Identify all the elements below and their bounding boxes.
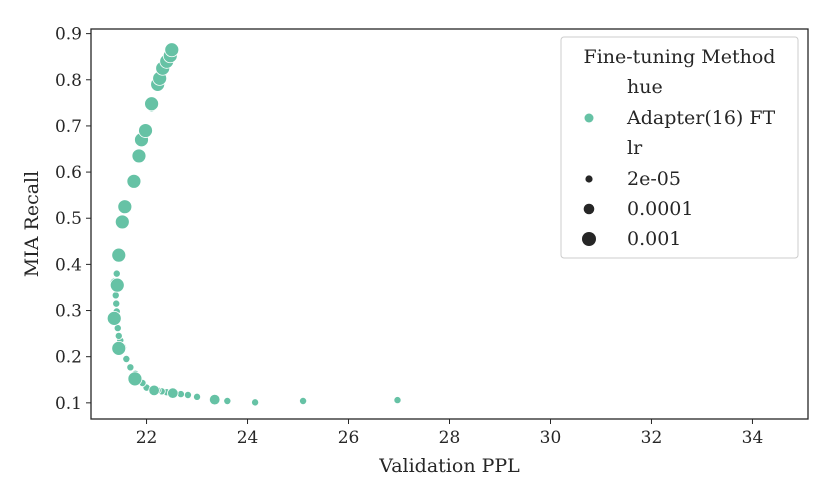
legend-size-label-small: 2e-05 bbox=[627, 168, 681, 190]
data-point bbox=[126, 173, 142, 189]
data-point bbox=[111, 247, 127, 263]
x-tick-label: 22 bbox=[136, 428, 158, 448]
data-point bbox=[393, 396, 402, 405]
data-point bbox=[183, 390, 192, 399]
x-ticks: 22 24 26 28 30 32 34 bbox=[136, 419, 764, 448]
x-tick-label: 34 bbox=[742, 428, 764, 448]
legend-size-header: lr bbox=[627, 137, 643, 159]
data-point bbox=[167, 387, 179, 399]
data-point bbox=[106, 310, 122, 326]
legend-size-marker-small bbox=[585, 175, 593, 183]
data-point bbox=[164, 42, 180, 58]
data-point bbox=[144, 96, 159, 112]
legend-hue-marker bbox=[584, 113, 594, 123]
data-point bbox=[112, 299, 121, 308]
data-point bbox=[148, 384, 160, 397]
data-point bbox=[114, 331, 123, 340]
x-tick-label: 28 bbox=[439, 428, 461, 448]
y-tick-label: 0.1 bbox=[55, 394, 82, 414]
data-point bbox=[138, 123, 153, 138]
x-tick-label: 24 bbox=[237, 428, 259, 448]
legend-title: Fine-tuning Method bbox=[584, 46, 776, 68]
data-point bbox=[126, 363, 135, 372]
y-tick-label: 0.4 bbox=[55, 255, 82, 275]
y-axis-label: MIA Recall bbox=[21, 171, 43, 277]
y-tick-label: 0.2 bbox=[55, 348, 82, 368]
data-point bbox=[223, 396, 232, 405]
legend-box bbox=[560, 36, 799, 259]
points-layer bbox=[106, 42, 402, 407]
y-tick-label: 0.8 bbox=[55, 71, 82, 91]
y-tick-label: 0.3 bbox=[55, 302, 82, 322]
legend-size-label-medium: 0.0001 bbox=[627, 198, 693, 220]
data-point bbox=[131, 148, 147, 164]
y-tick-label: 0.5 bbox=[55, 209, 82, 229]
data-point bbox=[117, 199, 133, 215]
legend-size-marker-large bbox=[582, 232, 596, 246]
data-point bbox=[209, 393, 221, 406]
data-point bbox=[299, 396, 308, 405]
y-ticks: 0.1 0.2 0.3 0.4 0.5 0.6 0.7 0.8 0.9 bbox=[55, 25, 91, 414]
legend-size-label-large: 0.001 bbox=[627, 228, 681, 250]
x-tick-label: 30 bbox=[540, 428, 562, 448]
data-point bbox=[127, 371, 143, 387]
data-point bbox=[193, 392, 202, 401]
legend: Fine-tuning Method hue Adapter(16) FT lr… bbox=[560, 36, 799, 259]
y-tick-label: 0.6 bbox=[55, 163, 82, 183]
data-point bbox=[122, 354, 131, 363]
data-point bbox=[251, 398, 260, 407]
legend-size-marker-medium bbox=[583, 203, 595, 215]
data-point bbox=[112, 269, 121, 278]
x-tick-label: 26 bbox=[338, 428, 360, 448]
data-point bbox=[111, 291, 120, 300]
data-point bbox=[114, 214, 130, 230]
legend-hue-header: hue bbox=[627, 76, 663, 98]
data-point bbox=[111, 340, 127, 356]
y-tick-label: 0.9 bbox=[55, 25, 82, 45]
x-tick-label: 32 bbox=[641, 428, 663, 448]
x-axis-label: Validation PPL bbox=[378, 455, 520, 477]
legend-hue-label: Adapter(16) FT bbox=[626, 107, 776, 129]
y-tick-label: 0.7 bbox=[55, 117, 82, 137]
data-point bbox=[109, 277, 125, 293]
